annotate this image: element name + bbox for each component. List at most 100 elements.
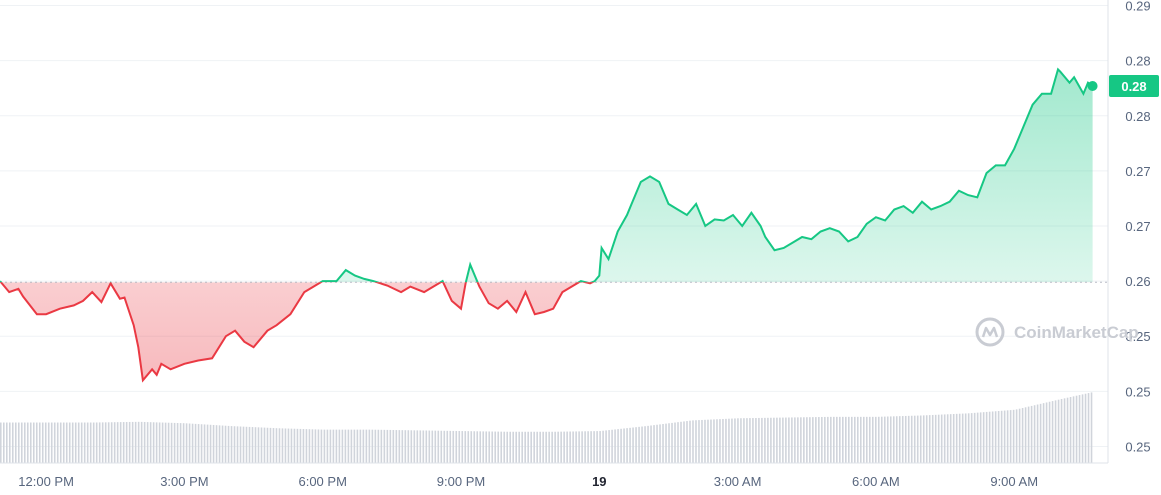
volume-bar bbox=[290, 428, 293, 463]
volume-bar bbox=[110, 422, 113, 463]
y-tick-label: 0.25 bbox=[1125, 439, 1150, 454]
volume-bar bbox=[958, 413, 961, 463]
volume-bar bbox=[644, 426, 646, 463]
y-tick-label: 0.28 bbox=[1125, 54, 1150, 69]
volume-bar bbox=[851, 416, 853, 463]
volume-bar bbox=[485, 431, 488, 463]
volume-bar bbox=[653, 425, 655, 463]
volume-bar bbox=[5, 422, 8, 463]
volume-bar bbox=[14, 422, 17, 463]
volume-bar bbox=[830, 416, 832, 463]
volume-bar bbox=[446, 430, 449, 463]
current-price-dot[interactable] bbox=[1087, 80, 1098, 91]
volume-bar bbox=[77, 422, 80, 463]
volume-bar bbox=[533, 431, 535, 463]
volume-bar bbox=[494, 431, 497, 463]
volume-bar bbox=[1015, 409, 1018, 463]
y-tick-label: 0.27 bbox=[1125, 219, 1150, 234]
volume-bar bbox=[365, 429, 368, 463]
volume-bar bbox=[961, 413, 964, 463]
volume-bar bbox=[407, 430, 410, 463]
volume-bar bbox=[56, 422, 59, 463]
x-tick-label: 12:00 PM bbox=[18, 474, 74, 489]
volume-bar bbox=[389, 429, 392, 463]
volume-bar bbox=[593, 431, 595, 463]
y-tick-label: 0.25 bbox=[1125, 329, 1150, 344]
x-tick-label: 9:00 PM bbox=[437, 474, 485, 489]
volume-bar bbox=[158, 422, 161, 463]
volume-bar bbox=[713, 419, 715, 463]
volume-bar bbox=[179, 423, 182, 463]
volume-bar bbox=[611, 429, 613, 463]
volume-bar bbox=[8, 422, 11, 463]
x-axis: 12:00 PM 3:00 PM 6:00 PM 9:00 PM 19 3:00 AM 6:… bbox=[18, 474, 1038, 489]
volume-bar bbox=[907, 415, 910, 463]
volume-bar bbox=[871, 416, 874, 463]
volume-bar bbox=[482, 431, 485, 463]
volume-bar bbox=[512, 431, 515, 463]
volume-bar bbox=[188, 423, 191, 463]
volume-bar bbox=[89, 422, 92, 463]
volume-bar bbox=[251, 427, 254, 463]
volume-bar bbox=[824, 416, 826, 463]
volume-bar bbox=[659, 424, 661, 463]
volume-bar bbox=[1042, 403, 1045, 463]
volume-bar bbox=[1048, 401, 1051, 463]
volume-bar bbox=[596, 431, 598, 463]
volume-bar bbox=[557, 431, 559, 463]
volume-bar bbox=[329, 429, 332, 463]
volume-bar bbox=[865, 416, 868, 463]
volume-bar bbox=[479, 431, 482, 463]
volume-bar bbox=[410, 430, 413, 463]
volume-bar bbox=[650, 425, 652, 463]
volume-bar bbox=[797, 417, 799, 463]
volume-bar bbox=[443, 430, 446, 463]
volume-bar bbox=[994, 411, 997, 463]
volume-bar bbox=[284, 428, 287, 463]
price-line-down bbox=[0, 282, 595, 383]
volume-bar bbox=[812, 417, 814, 463]
volume-bar bbox=[614, 429, 616, 463]
volume-bar bbox=[1072, 396, 1075, 463]
volume-bar bbox=[809, 417, 811, 463]
volume-bar bbox=[239, 426, 242, 463]
volume-bar bbox=[991, 411, 994, 463]
volume-bar bbox=[518, 431, 520, 463]
volume-bar bbox=[955, 413, 958, 463]
volume-bar bbox=[803, 417, 805, 463]
volume-bar bbox=[854, 416, 856, 463]
volume-bar bbox=[677, 422, 679, 463]
volume-bar bbox=[128, 421, 131, 463]
current-price-tag: 0.28 bbox=[1109, 74, 1159, 97]
volume-bar bbox=[95, 422, 98, 463]
volume-bar bbox=[515, 431, 517, 463]
volume-bar bbox=[119, 422, 122, 463]
volume-bar bbox=[895, 416, 898, 463]
volume-bar bbox=[182, 423, 185, 463]
volume-bar bbox=[1066, 397, 1069, 463]
volume-bar bbox=[107, 422, 110, 463]
volume-bar bbox=[641, 426, 643, 463]
volume-bar bbox=[692, 420, 694, 463]
y-tick-label: 0.29 bbox=[1125, 0, 1150, 14]
volume-bar bbox=[359, 429, 362, 463]
volume-bar bbox=[883, 416, 886, 463]
volume-bar bbox=[818, 417, 820, 463]
volume-bar bbox=[773, 417, 775, 463]
volume-bar bbox=[80, 422, 83, 463]
volume-bar bbox=[623, 428, 625, 463]
volume-bar bbox=[287, 428, 290, 463]
volume-bar bbox=[524, 431, 526, 463]
volume-bar bbox=[98, 422, 101, 463]
volume-bar bbox=[617, 429, 619, 463]
volume-bar bbox=[314, 429, 317, 463]
volume-bar bbox=[62, 422, 65, 463]
volume-bar bbox=[1051, 401, 1054, 463]
volume-bar bbox=[59, 422, 62, 463]
volume-bar bbox=[497, 431, 500, 463]
volume-bar bbox=[725, 418, 727, 463]
volume-bar bbox=[581, 431, 583, 463]
volume-bar bbox=[683, 421, 685, 463]
volume-bar bbox=[413, 430, 416, 463]
